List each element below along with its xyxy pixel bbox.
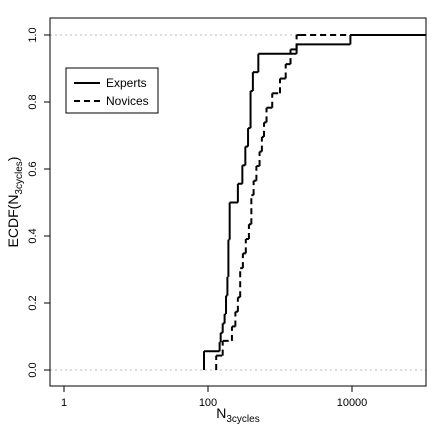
y-tick-label-0: 0.0	[27, 362, 39, 377]
series-layer	[203, 34, 426, 370]
x-tick-label-2: 10000	[337, 397, 368, 409]
series-novices	[215, 34, 426, 370]
y-tick-label-2: 0.4	[27, 228, 39, 243]
series-experts	[203, 34, 426, 370]
x-axis-title-sub: 3cycles	[226, 414, 259, 425]
x-axis-title: N3cycles	[216, 405, 259, 425]
x-tick-label-1: 100	[199, 397, 217, 409]
y-tick-label-1: 0.2	[27, 295, 39, 310]
y-axis-title: ECDF(N3cycles)	[5, 157, 25, 248]
legend-label-novices: Novices	[106, 94, 149, 108]
legend-label-experts: Experts	[106, 76, 147, 90]
y-tick-label-5: 1.0	[27, 27, 39, 42]
y-axis-title-close: )	[5, 157, 21, 162]
legend-box	[65, 67, 159, 114]
x-axis: 1 100 10000	[61, 386, 367, 409]
y-tick-label-3: 0.6	[27, 161, 39, 176]
legend: Experts Novices	[65, 67, 159, 114]
x-axis-title-main: N	[216, 405, 226, 421]
y-axis-title-sub: 3cycles	[14, 161, 25, 194]
y-tick-label-4: 0.8	[27, 94, 39, 109]
plot-frame	[49, 17, 427, 387]
x-tick-label-0: 1	[61, 397, 67, 409]
y-axis: 0.0 0.2 0.4 0.6 0.8 1.0	[27, 27, 50, 378]
y-axis-title-main: ECDF(N	[5, 195, 21, 248]
